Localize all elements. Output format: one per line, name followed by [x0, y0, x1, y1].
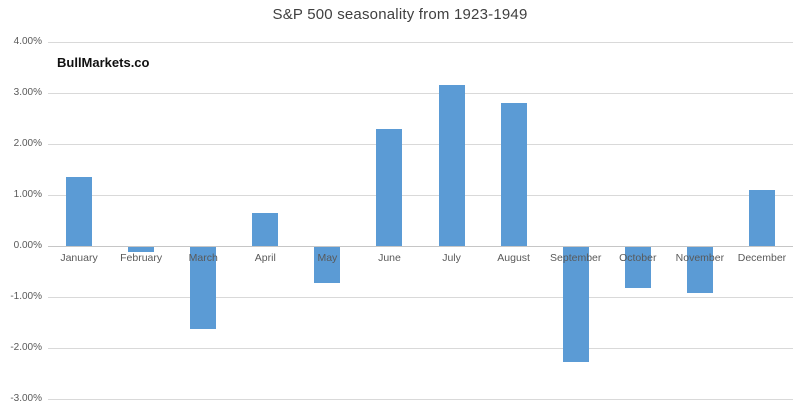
- bar-december: [748, 189, 775, 246]
- gridline: [48, 93, 793, 94]
- y-axis-tick-label: 3.00%: [13, 87, 42, 98]
- x-axis-label-february: February: [120, 252, 163, 264]
- bar-august: [500, 103, 527, 246]
- watermark-bullmarkets: BullMarkets.co: [57, 55, 150, 70]
- bar-march: [190, 247, 217, 329]
- x-axis-label-september: September: [550, 252, 602, 264]
- y-axis-tick-label: -2.00%: [10, 342, 42, 353]
- y-axis-tick-label: -3.00%: [10, 393, 42, 404]
- x-axis-label-april: April: [254, 252, 276, 264]
- x-axis-label-march: March: [188, 252, 218, 264]
- y-axis-tick-label: 2.00%: [13, 138, 42, 149]
- bar-april: [252, 212, 279, 246]
- gridline: [48, 144, 793, 145]
- x-axis-label-january: January: [60, 252, 98, 264]
- bar-june: [376, 128, 403, 246]
- x-axis-label-august: August: [497, 252, 530, 264]
- x-axis-label-december: December: [737, 252, 787, 264]
- x-axis-label-may: May: [317, 252, 338, 264]
- zero-axis-line: [48, 246, 793, 247]
- y-axis-tick-label: -1.00%: [10, 291, 42, 302]
- bar-september: [562, 247, 589, 362]
- gridline: [48, 195, 793, 196]
- bar-january: [66, 177, 93, 246]
- gridline: [48, 348, 793, 349]
- y-axis-tick-label: 1.00%: [13, 189, 42, 200]
- gridline: [48, 42, 793, 43]
- bar-november: [686, 247, 713, 293]
- y-axis-tick-label: 4.00%: [13, 36, 42, 47]
- bar-may: [314, 247, 341, 283]
- x-axis-label-november: November: [675, 252, 725, 264]
- x-axis-label-july: July: [442, 252, 461, 264]
- x-axis-label-june: June: [378, 252, 401, 264]
- x-axis-label-october: October: [619, 252, 657, 264]
- y-axis-tick-label: 0.00%: [13, 240, 42, 251]
- bar-february: [128, 247, 155, 253]
- gridline: [48, 399, 793, 400]
- bar-july: [438, 85, 465, 246]
- chart-title: S&P 500 seasonality from 1923-1949: [272, 6, 528, 23]
- gridline: [48, 297, 793, 298]
- bar-october: [624, 247, 651, 288]
